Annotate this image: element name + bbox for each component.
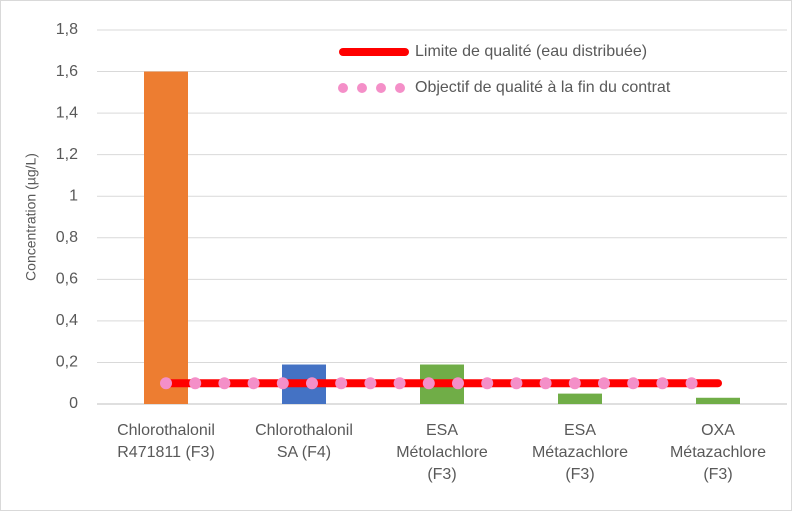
y-tick-label: 1 [69,187,78,204]
y-tick-label: 0,6 [56,271,78,288]
bar [144,71,188,405]
x-tick-label: ESA Métazachlore (F3) [531,422,629,483]
x-tick-label: Chlorothalonil R471811 (F3) [117,422,215,461]
legend-label: Limite de qualité (eau distribuée) [415,43,647,60]
y-tick-label: 0 [69,395,78,412]
x-tick-label: ESA Métolachlore (F3) [396,422,488,483]
y-tick-label: 1,8 [56,21,78,38]
y-axis-label: Concentration (µg/L) [23,153,39,281]
y-tick-label: 0,4 [56,312,78,329]
x-tick-label: Chlorothalonil SA (F4) [255,422,353,461]
y-tick-label: 1,6 [56,63,78,80]
y-tick-label: 1,4 [56,104,78,121]
bar [696,397,740,404]
bar [558,393,602,404]
y-tick-label: 0,8 [56,229,78,246]
y-tick-label: 1,2 [56,146,78,163]
x-tick-label: OXA Métazachlore (F3) [669,422,767,483]
legend-label: Objectif de qualité à la fin du contrat [415,79,671,96]
y-tick-label: 0,2 [56,354,78,371]
